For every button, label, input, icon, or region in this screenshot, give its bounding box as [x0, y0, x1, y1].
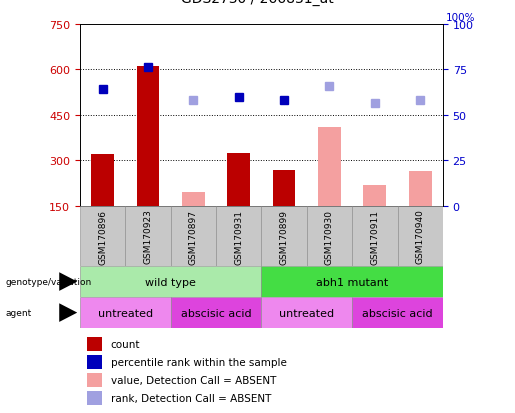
- Bar: [87, 337, 101, 351]
- Text: GSM170931: GSM170931: [234, 209, 243, 264]
- Bar: [352, 297, 443, 328]
- Bar: [136, 67, 159, 206]
- Text: 100%: 100%: [445, 13, 475, 23]
- Bar: [87, 373, 101, 387]
- Text: percentile rank within the sample: percentile rank within the sample: [111, 357, 286, 367]
- Bar: [318, 128, 341, 206]
- Text: GSM170911: GSM170911: [370, 209, 380, 264]
- Bar: [261, 206, 307, 266]
- Bar: [87, 391, 101, 405]
- Text: genotype/variation: genotype/variation: [5, 278, 91, 286]
- Bar: [261, 297, 352, 328]
- Text: GSM170923: GSM170923: [143, 209, 152, 264]
- Bar: [80, 297, 170, 328]
- Text: agent: agent: [5, 309, 31, 317]
- Text: GSM170940: GSM170940: [416, 209, 425, 264]
- Polygon shape: [59, 304, 77, 322]
- Text: wild type: wild type: [145, 277, 196, 287]
- Bar: [182, 193, 204, 206]
- Text: count: count: [111, 339, 140, 349]
- Bar: [364, 185, 386, 206]
- Bar: [227, 154, 250, 206]
- Text: abscisic acid: abscisic acid: [362, 308, 433, 318]
- Bar: [170, 206, 216, 266]
- Bar: [398, 206, 443, 266]
- Bar: [87, 355, 101, 369]
- Text: rank, Detection Call = ABSENT: rank, Detection Call = ABSENT: [111, 393, 271, 403]
- Text: untreated: untreated: [279, 308, 334, 318]
- Text: untreated: untreated: [98, 308, 153, 318]
- Bar: [80, 266, 261, 297]
- Text: GSM170930: GSM170930: [325, 209, 334, 264]
- Text: GSM170897: GSM170897: [189, 209, 198, 264]
- Bar: [409, 172, 432, 206]
- Text: GSM170896: GSM170896: [98, 209, 107, 264]
- Bar: [216, 206, 261, 266]
- Bar: [170, 297, 261, 328]
- Bar: [352, 206, 398, 266]
- Bar: [125, 206, 170, 266]
- Polygon shape: [59, 273, 77, 291]
- Bar: [80, 206, 125, 266]
- Text: GDS2730 / 266831_at: GDS2730 / 266831_at: [181, 0, 334, 6]
- Text: abscisic acid: abscisic acid: [181, 308, 251, 318]
- Bar: [273, 170, 296, 206]
- Text: GSM170899: GSM170899: [280, 209, 288, 264]
- Bar: [91, 155, 114, 206]
- Bar: [261, 266, 443, 297]
- Text: abh1 mutant: abh1 mutant: [316, 277, 388, 287]
- Text: value, Detection Call = ABSENT: value, Detection Call = ABSENT: [111, 375, 276, 385]
- Bar: [307, 206, 352, 266]
